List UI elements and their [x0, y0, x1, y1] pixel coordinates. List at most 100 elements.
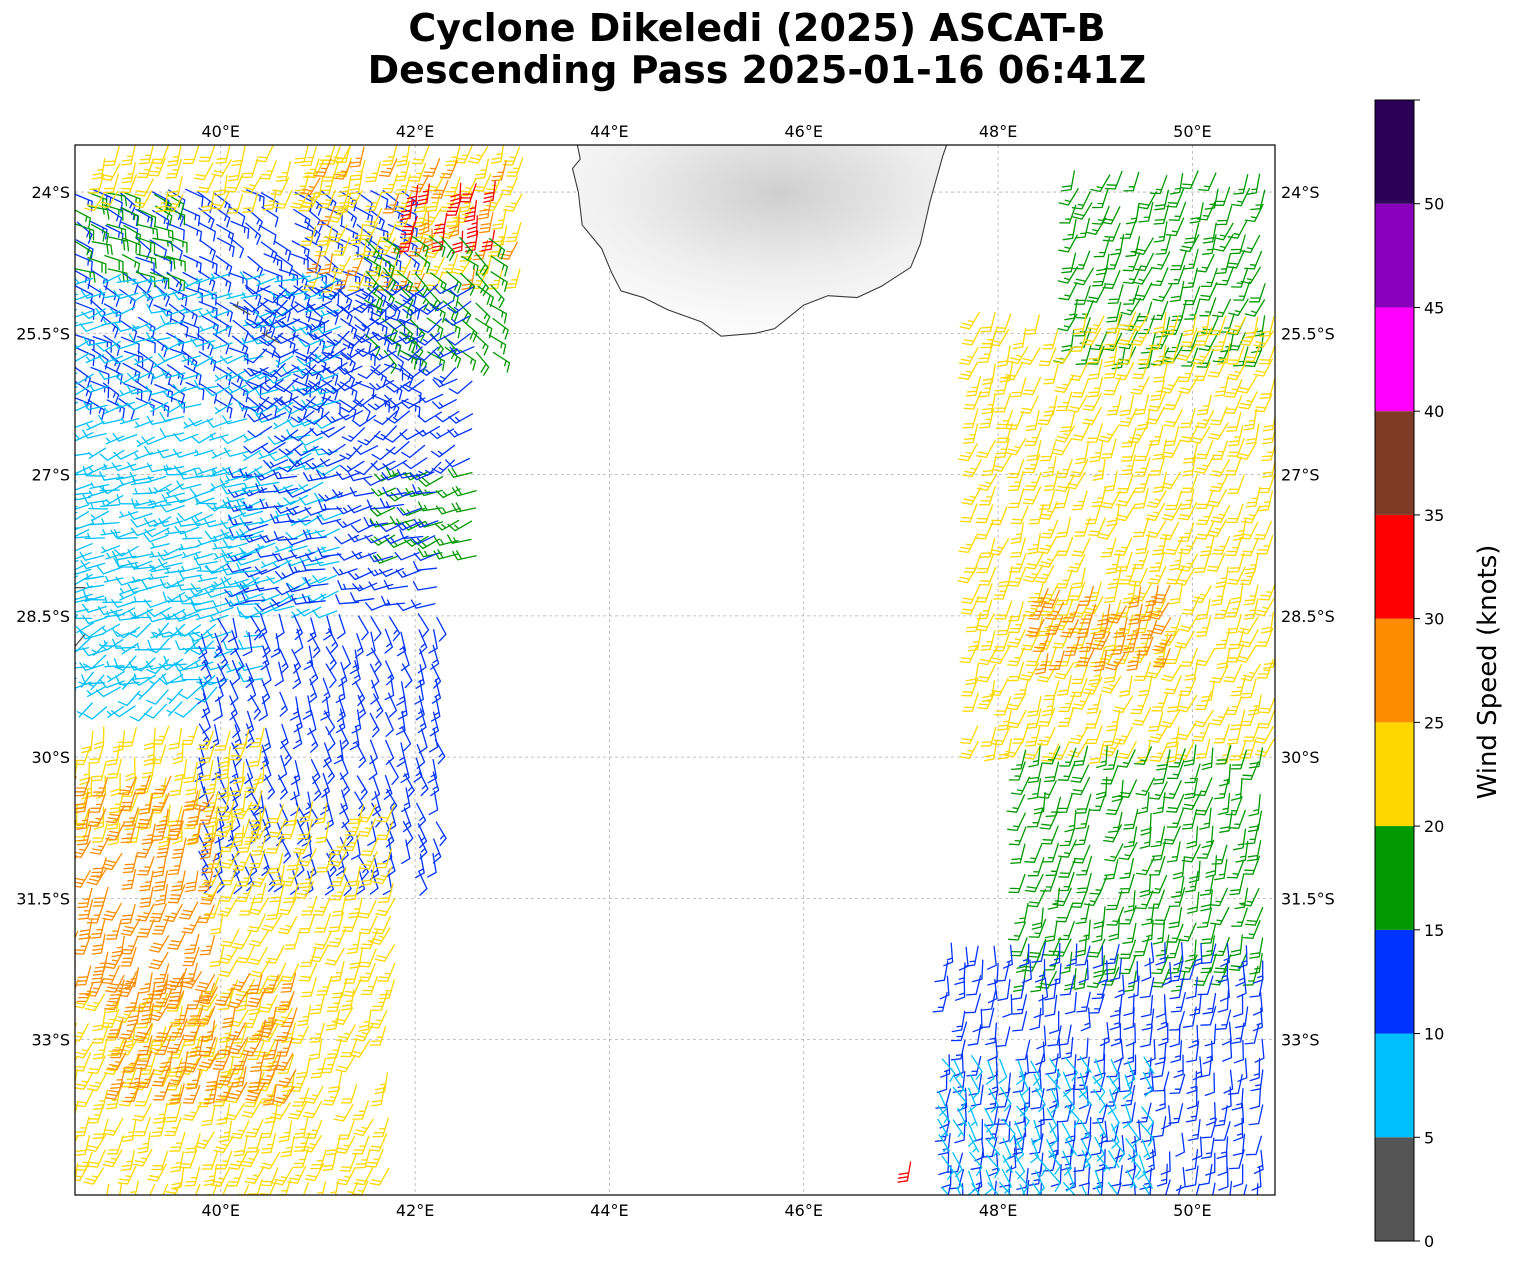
wind-barb: [1080, 1119, 1091, 1139]
wind-barb: [213, 696, 223, 722]
wind-barb: [259, 379, 284, 392]
wind-barb: [273, 505, 299, 514]
wind-barb: [115, 576, 141, 586]
wind-barb: [372, 915, 391, 935]
wind-barb: [1071, 331, 1087, 352]
wind-barb: [293, 445, 319, 457]
wind-barb: [444, 346, 462, 369]
wind-barb: [333, 1007, 354, 1025]
wind-barb: [1159, 710, 1181, 728]
wind-barb: [107, 1037, 125, 1057]
wind-barb: [179, 565, 200, 573]
wind-barb: [1239, 565, 1257, 586]
wind-barb: [151, 1067, 170, 1087]
wind-barb: [120, 1149, 135, 1171]
wind-barb: [1211, 536, 1230, 555]
wind-barb: [220, 434, 246, 445]
wind-barb: [260, 442, 286, 454]
wind-barb: [1152, 1056, 1166, 1078]
wind-barb: [165, 491, 185, 499]
wind-barb: [489, 303, 508, 324]
wind-barb: [1152, 584, 1171, 604]
wind-barb: [1232, 828, 1247, 851]
wind-barb: [1024, 873, 1044, 893]
wind-barb: [194, 974, 216, 993]
wind-barb: [326, 1038, 343, 1059]
wind-barb: [277, 990, 295, 1011]
wind-barb: [1169, 583, 1183, 605]
wind-barb: [259, 160, 277, 180]
wind-barb: [1006, 629, 1026, 648]
wind-barb: [959, 741, 979, 760]
wind-barb: [372, 331, 391, 352]
wind-barb: [1145, 660, 1166, 679]
wind-barb: [182, 962, 198, 984]
wind-barb: [280, 1022, 296, 1043]
wind-barb: [1185, 1148, 1199, 1172]
wind-barb: [227, 160, 243, 182]
wind-barb: [247, 913, 267, 933]
wind-barb: [120, 207, 140, 227]
wind-barb: [265, 945, 285, 964]
wind-barb: [428, 727, 439, 753]
wind-barb: [355, 284, 379, 300]
wind-barb: [1176, 694, 1198, 713]
wind-barb: [1028, 745, 1041, 768]
wind-barb: [112, 433, 138, 442]
wind-barb: [103, 173, 120, 194]
wind-barb: [119, 587, 139, 595]
wind-barb: [374, 1072, 388, 1095]
wind-barb: [418, 870, 428, 896]
wind-barb: [1072, 844, 1091, 864]
wind-barb: [105, 350, 121, 373]
wind-barb: [1022, 376, 1042, 396]
wind-barb: [1056, 516, 1071, 538]
wind-barb: [273, 1053, 294, 1072]
wind-barb: [370, 1025, 387, 1046]
wind-barb: [83, 706, 108, 720]
wind-barb: [1147, 565, 1167, 585]
wind-barb: [418, 476, 444, 487]
wind-barb: [1256, 534, 1274, 555]
wind-barb: [1118, 779, 1138, 798]
wind-barb: [1133, 457, 1151, 477]
wind-barb: [122, 1025, 136, 1048]
wind-barb: [184, 590, 203, 602]
wind-barb: [1162, 315, 1179, 336]
wind-barb: [1065, 1166, 1075, 1192]
wind-barb: [116, 493, 140, 505]
wind-barb: [1249, 976, 1264, 998]
wind-barb: [75, 821, 76, 829]
wind-barb: [353, 445, 379, 455]
wind-barb: [168, 1039, 186, 1059]
wind-barb: [207, 340, 233, 350]
wind-barb: [75, 308, 78, 311]
wind-barb: [205, 806, 219, 829]
wind-barb: [246, 989, 266, 1008]
wind-barb: [1152, 438, 1167, 461]
wind-barb: [242, 482, 263, 490]
wind-barb: [1227, 331, 1246, 351]
wind-barb: [77, 887, 93, 909]
wind-barb: [1105, 796, 1124, 815]
wind-barb: [1006, 794, 1026, 813]
wind-barb: [1067, 395, 1088, 413]
wind-barb: [1035, 1087, 1046, 1113]
wind-barb: [1123, 1103, 1132, 1129]
wind-barb: [1212, 1182, 1216, 1195]
wind-barb: [102, 902, 122, 921]
wind-barb: [1002, 1154, 1013, 1173]
wind-barb: [307, 379, 333, 391]
wind-barb: [195, 276, 215, 285]
wind-barb: [1106, 906, 1124, 926]
wind-barb: [1144, 942, 1155, 967]
wind-barb: [215, 818, 236, 838]
wind-barb: [202, 1037, 219, 1058]
wind-barb: [75, 483, 93, 491]
wind-barb: [265, 834, 284, 854]
wind-barb: [431, 399, 457, 410]
wind-barb: [1201, 234, 1217, 255]
wind-barb: [75, 1163, 79, 1184]
wind-barb: [52, 641, 74, 651]
wind-barb: [125, 757, 136, 782]
